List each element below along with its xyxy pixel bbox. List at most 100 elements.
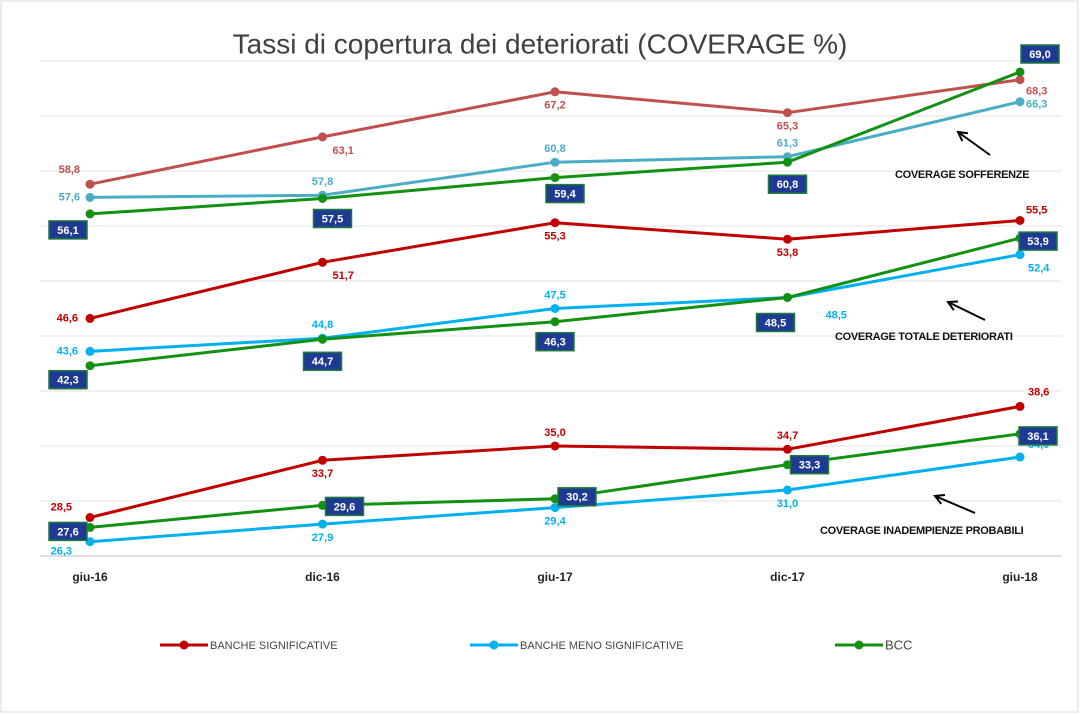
series-point bbox=[85, 209, 95, 219]
legend-marker bbox=[489, 640, 499, 650]
value-label: 34,7 bbox=[777, 430, 798, 442]
series-point bbox=[318, 194, 327, 203]
value-label-box bbox=[48, 220, 88, 240]
value-label: 33,3 bbox=[799, 460, 820, 472]
value-label: 27,6 bbox=[57, 526, 78, 538]
series-point bbox=[85, 361, 95, 371]
value-label: 52,4 bbox=[1028, 263, 1050, 275]
value-label: 42,3 bbox=[57, 375, 78, 387]
group-annotation: COVERAGE TOTALE DETERIORATI bbox=[835, 331, 1013, 343]
value-label: 46,6 bbox=[57, 312, 78, 324]
series-point bbox=[783, 293, 792, 302]
series-point bbox=[1015, 75, 1025, 85]
series-point bbox=[550, 441, 560, 451]
series-point bbox=[550, 173, 560, 183]
value-label: 35,0 bbox=[544, 427, 565, 439]
series-point bbox=[318, 257, 327, 267]
value-label-box bbox=[755, 312, 796, 333]
value-label: 55,5 bbox=[1026, 204, 1047, 216]
series-point bbox=[783, 485, 792, 495]
value-label: 44,7 bbox=[312, 356, 333, 368]
value-label: 44,8 bbox=[312, 319, 333, 331]
value-label: 63,1 bbox=[333, 145, 354, 157]
series-point bbox=[783, 157, 792, 167]
value-label-box bbox=[302, 351, 343, 372]
group-annotation: COVERAGE SOFFERENZE bbox=[895, 169, 1029, 181]
value-label: 56,1 bbox=[57, 225, 78, 237]
legend-label: BANCHE MENO SIGNIFICATIVE bbox=[520, 640, 684, 652]
series-point bbox=[85, 513, 95, 522]
series-point bbox=[550, 157, 560, 167]
value-label: 68,3 bbox=[1026, 86, 1047, 98]
value-label: 58,8 bbox=[59, 164, 80, 176]
value-label: 33,7 bbox=[312, 468, 333, 480]
series-point bbox=[1015, 97, 1025, 107]
value-label: 60,8 bbox=[777, 179, 798, 191]
series-point bbox=[550, 218, 560, 228]
group-annotation: COVERAGE INADEMPIENZE PROBABILI bbox=[820, 525, 1024, 537]
value-label: 48,5 bbox=[826, 309, 847, 321]
value-label-box bbox=[789, 454, 830, 475]
value-label-box bbox=[1018, 426, 1058, 446]
value-label: 57,5 bbox=[322, 213, 343, 225]
series-point bbox=[783, 444, 792, 454]
legend-marker bbox=[854, 640, 864, 650]
value-label-box bbox=[535, 331, 575, 352]
value-label: 38,6 bbox=[1028, 386, 1049, 398]
series-point bbox=[783, 234, 792, 244]
value-label: 48,5 bbox=[765, 317, 786, 329]
series-point bbox=[318, 132, 327, 142]
series-point bbox=[1015, 401, 1025, 411]
series-point bbox=[318, 455, 327, 465]
value-label-box bbox=[767, 174, 808, 194]
value-label: 66,3 bbox=[1026, 99, 1047, 111]
value-label-box bbox=[1018, 231, 1058, 251]
series-point bbox=[1015, 67, 1025, 77]
series-point bbox=[1015, 250, 1025, 260]
value-label-box bbox=[48, 521, 88, 542]
value-label: 57,8 bbox=[312, 176, 333, 188]
x-tick-label: dic-17 bbox=[770, 570, 805, 584]
legend-item: BANCHE MENO SIGNIFICATIVE bbox=[470, 640, 684, 652]
legend-marker bbox=[179, 640, 189, 650]
value-label-box bbox=[1020, 44, 1060, 64]
value-label: 47,5 bbox=[544, 289, 565, 301]
value-label: 46,3 bbox=[544, 337, 565, 349]
value-label: 31,0 bbox=[777, 498, 798, 510]
value-label: 69,0 bbox=[1029, 49, 1050, 61]
x-tick-label: giu-17 bbox=[537, 570, 573, 584]
arrow-head bbox=[956, 130, 969, 142]
value-label: 59,4 bbox=[554, 189, 576, 201]
annotation-arrow bbox=[934, 495, 976, 514]
value-label-box bbox=[48, 369, 88, 390]
value-label: 29,6 bbox=[334, 501, 355, 513]
value-label: 53,8 bbox=[777, 247, 798, 259]
annotation-arrow bbox=[947, 301, 986, 321]
chart-title: Tassi di copertura dei deteriorati (COVE… bbox=[233, 28, 848, 59]
legend-label: BANCHE SIGNIFICATIVE bbox=[210, 640, 338, 652]
legend-item: BCC bbox=[835, 637, 912, 652]
series-point bbox=[550, 87, 560, 97]
value-label: 30,2 bbox=[566, 492, 587, 504]
series-point bbox=[85, 346, 95, 356]
value-label: 29,4 bbox=[544, 516, 566, 528]
value-label-box bbox=[312, 208, 353, 229]
value-label: 26,3 bbox=[51, 546, 72, 558]
arrow-head bbox=[946, 300, 959, 311]
legend-label: BCC bbox=[885, 637, 912, 652]
value-label: 65,3 bbox=[777, 121, 798, 133]
series-point bbox=[85, 313, 95, 323]
value-label: 67,2 bbox=[544, 100, 565, 112]
series-point bbox=[318, 334, 327, 344]
value-label: 27,9 bbox=[312, 532, 333, 544]
value-label: 43,6 bbox=[57, 345, 78, 357]
series-point bbox=[783, 108, 792, 118]
series-point bbox=[1015, 452, 1025, 462]
value-label: 28,5 bbox=[51, 501, 72, 513]
value-label: 51,7 bbox=[333, 270, 354, 282]
annotation-arrow bbox=[957, 131, 991, 156]
series-point bbox=[85, 179, 95, 189]
series-point bbox=[550, 317, 560, 327]
series-point bbox=[318, 519, 327, 529]
